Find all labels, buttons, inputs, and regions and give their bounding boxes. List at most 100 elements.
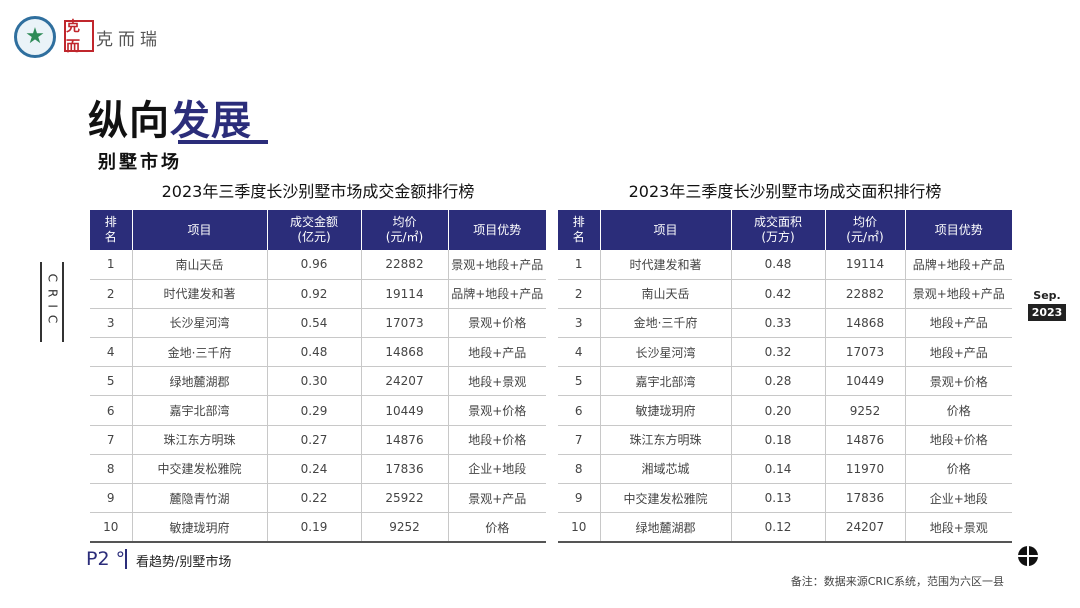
- table-row: 2 南山天岳 0.42 22882 景观+地段+产品: [558, 279, 1012, 309]
- left-table-title: 2023年三季度长沙别墅市场成交金额排行榜: [161, 182, 475, 201]
- table-cell: 3: [558, 308, 601, 339]
- table-cell: 10: [90, 512, 133, 543]
- table-cell: 地段+产品: [448, 337, 546, 368]
- table-header-row: 排名项目 成交金额 (亿元) 均价 (元/㎡) 项目优势: [90, 210, 546, 250]
- table-cell: 南山天岳: [600, 279, 732, 309]
- table-cell: 8: [90, 454, 133, 485]
- table-row: 1 南山天岳 0.96 22882 景观+地段+产品: [90, 250, 546, 280]
- table-cell: 价格: [905, 395, 1012, 426]
- table-cell: 南山天岳: [132, 250, 268, 280]
- table-cell: 嘉宇北部湾: [132, 395, 268, 426]
- table-cell: 24207: [825, 512, 906, 543]
- table-cell: 9252: [825, 395, 906, 426]
- table-row: 1 时代建发和著 0.48 19114 品牌+地段+产品: [558, 250, 1012, 280]
- table-cell: 地段+景观: [905, 512, 1012, 543]
- table-cell: 0.48: [731, 250, 826, 280]
- table-cell: 17836: [361, 454, 449, 485]
- table-row: 8 中交建发松雅院 0.24 17836 企业+地段: [90, 454, 546, 485]
- table-row: 6 敏捷珑玥府 0.20 9252 价格: [558, 395, 1012, 426]
- table-cell: 0.92: [267, 279, 362, 309]
- column-header-line1: 排: [572, 215, 585, 229]
- column-header: 项目: [600, 210, 732, 250]
- table-header-row: 排名项目 成交面积 (万方) 均价 (元/㎡) 项目优势: [558, 210, 1012, 250]
- table-row: 7 珠江东方明珠 0.27 14876 地段+价格: [90, 425, 546, 455]
- column-header-line2: (元/㎡): [385, 230, 424, 244]
- table-cell: 0.33: [731, 308, 826, 339]
- table-cell: 景观+价格: [448, 395, 546, 426]
- table-cell: 10449: [825, 366, 906, 397]
- table-row: 3 长沙星河湾 0.54 17073 景观+价格: [90, 308, 546, 339]
- logo-seal-icon: ★: [14, 16, 56, 58]
- table-cell: 6: [90, 395, 133, 426]
- table-cell: 长沙星河湾: [600, 337, 732, 368]
- table-cell: 品牌+地段+产品: [448, 279, 546, 309]
- table-cell: 22882: [361, 250, 449, 280]
- table-cell: 景观+价格: [905, 366, 1012, 397]
- brand-stamp-logo: 克而: [64, 19, 94, 55]
- table-cell: 金地·三千府: [600, 308, 732, 339]
- table-cell: 19114: [825, 250, 906, 280]
- table-cell: 14876: [361, 425, 449, 455]
- date-badge-month: Sep.: [1033, 289, 1061, 302]
- column-header-line1: 成交金额: [289, 215, 338, 229]
- table-cell: 地段+景观: [448, 366, 546, 397]
- right-table-title: 2023年三季度长沙别墅市场成交面积排行榜: [628, 182, 942, 201]
- column-header: 排名: [558, 210, 601, 250]
- table-row: 3 金地·三千府 0.33 14868 地段+产品: [558, 308, 1012, 339]
- footer-divider: [125, 549, 127, 569]
- table-cell: 中交建发松雅院: [132, 454, 268, 485]
- page-title-part1: 纵向: [88, 98, 170, 144]
- table-cell: 7: [558, 425, 601, 455]
- column-header-line1: 项目优势: [473, 222, 522, 237]
- area-ranking-table: 排名项目 成交面积 (万方) 均价 (元/㎡) 项目优势 1 时代建发和著 0.48 19114…: [558, 210, 1012, 543]
- compass-icon: [1018, 546, 1038, 566]
- table-cell: 企业+地段: [905, 483, 1012, 514]
- column-header: 均价 (元/㎡): [361, 210, 449, 250]
- column-header: 排名: [90, 210, 133, 250]
- table-cell: 3: [90, 308, 133, 339]
- table-cell: 11970: [825, 454, 906, 485]
- table-cell: 地段+产品: [905, 337, 1012, 368]
- table-cell: 0.32: [731, 337, 826, 368]
- column-header-line1: 均价: [392, 215, 417, 229]
- table-cell: 地段+价格: [905, 425, 1012, 455]
- table-cell: 景观+产品: [448, 483, 546, 514]
- side-cric-text: CRIC: [45, 273, 60, 331]
- table-row: 6 嘉宇北部湾 0.29 10449 景观+价格: [90, 395, 546, 426]
- column-header-line1: 排: [104, 215, 117, 229]
- table-cell: 9: [558, 483, 601, 514]
- table-cell: 0.29: [267, 395, 362, 426]
- title-underline: [178, 140, 268, 144]
- table-cell: 0.28: [731, 366, 826, 397]
- table-cell: 22882: [825, 279, 906, 309]
- table-cell: 嘉宇北部湾: [600, 366, 732, 397]
- table-cell: 企业+地段: [448, 454, 546, 485]
- table-cell: 景观+价格: [448, 308, 546, 339]
- table-cell: 0.30: [267, 366, 362, 397]
- table-cell: 14868: [825, 308, 906, 339]
- table-cell: 0.12: [731, 512, 826, 543]
- table-cell: 24207: [361, 366, 449, 397]
- column-header-line1: 项目优势: [934, 222, 983, 237]
- table-row: 4 金地·三千府 0.48 14868 地段+产品: [90, 337, 546, 368]
- table-row: 4 长沙星河湾 0.32 17073 地段+产品: [558, 337, 1012, 368]
- table-cell: 17073: [825, 337, 906, 368]
- table-cell: 0.48: [267, 337, 362, 368]
- table-cell: 5: [558, 366, 601, 397]
- column-header-line1: 成交面积: [753, 215, 802, 229]
- table-row: 10 绿地麓湖郡 0.12 24207 地段+景观: [558, 512, 1012, 543]
- table-cell: 1: [558, 250, 601, 280]
- table-cell: 景观+地段+产品: [905, 279, 1012, 309]
- table-cell: 14876: [825, 425, 906, 455]
- side-cric-label: CRIC: [40, 262, 64, 342]
- table-cell: 绿地麓湖郡: [600, 512, 732, 543]
- table-cell: 时代建发和著: [132, 279, 268, 309]
- table-cell: 湘域芯城: [600, 454, 732, 485]
- table-cell: 5: [90, 366, 133, 397]
- table-cell: 17073: [361, 308, 449, 339]
- table-cell: 10: [558, 512, 601, 543]
- table-cell: 中交建发松雅院: [600, 483, 732, 514]
- table-cell: 0.54: [267, 308, 362, 339]
- page-number: P2 °: [86, 548, 126, 570]
- table-cell: 金地·三千府: [132, 337, 268, 368]
